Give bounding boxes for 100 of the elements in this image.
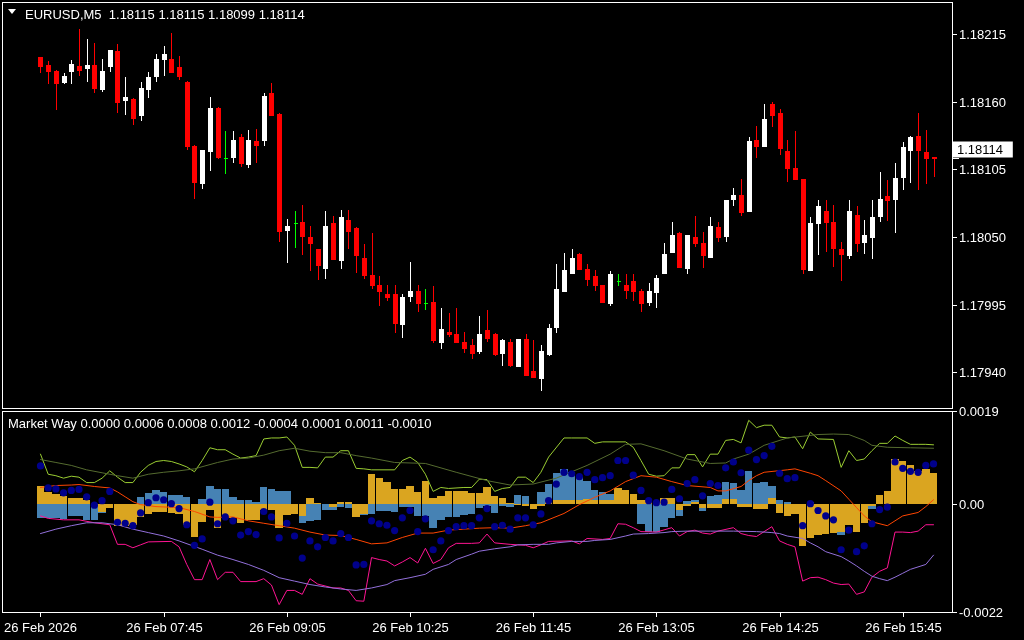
candlestick [339,209,344,270]
candlestick [169,32,174,74]
y-tick-label: 0.0019 [959,404,999,419]
candlestick [208,96,213,172]
candlestick [354,226,359,274]
candlestick [801,178,806,275]
x-tick-label: 26 Feb 13:05 [618,619,695,635]
candlestick [269,82,274,117]
candlestick [916,112,921,191]
candlestick [177,55,182,81]
candlestick [901,141,906,191]
candlestick [308,225,313,272]
candlestick [708,216,713,258]
candlestick [500,338,505,367]
candlestick [639,288,644,313]
candlestick [231,130,236,164]
candlestick [662,242,667,274]
candlestick [300,204,305,256]
candlestick [439,307,444,350]
candlestick [739,178,744,217]
candlestick [323,210,328,280]
bar [768,498,776,505]
candlestick [92,42,97,94]
text: 1.18114 [957,142,1004,157]
y-tick-label: 0.00 [959,497,985,512]
candlestick [593,269,598,292]
line-series [39,515,935,606]
candlestick [624,273,629,299]
line-series [39,433,935,486]
x-tick-label: 26 Feb 15:45 [865,619,942,635]
candlestick [524,333,529,376]
candlestick [115,43,120,114]
y-tick-label: 1.18160 [959,95,1006,110]
candlestick [223,130,228,175]
candlestick [85,38,90,83]
candlestick [470,338,475,360]
candlestick [547,323,552,357]
candlestick [824,199,829,253]
x-tick-label: 26 Feb 14:25 [742,619,819,635]
candlestick [108,49,113,73]
candlestick [77,28,82,77]
x-tick-label: 26 Feb 09:05 [249,619,326,635]
y-tick-label: 1.18215 [959,27,1006,42]
candlestick [654,274,659,309]
candlestick [277,112,282,243]
candlestick [62,72,67,85]
candlestick [839,241,844,282]
candlestick [239,133,244,168]
candlestick [855,205,860,253]
candlestick [146,71,151,99]
x-tick-label: 26 Feb 07:45 [126,619,203,635]
candlestick [246,129,251,169]
candlestick [631,273,636,302]
candlestick [462,331,467,354]
candlestick [847,199,852,260]
candlestick [431,285,436,344]
x-tick-label: 26 Feb 2026 [3,619,78,635]
candlestick [262,92,267,147]
candlestick [647,282,652,307]
chart-title: Market Way 0.0000 0.0006 0.0008 0.0012 -0.0004 0.0001 0.0011 -0.0010 [8,415,432,431]
candlestick [893,162,898,234]
candlestick [447,312,452,338]
candlestick [493,332,498,357]
candlestick [577,252,582,270]
candlestick [747,136,752,212]
candlestick [870,199,875,260]
candlestick [562,252,567,293]
candlestick [200,149,205,190]
candlestick [554,263,559,334]
x-tick-label: 26 Feb 10:25 [372,619,449,635]
candlestick [254,128,259,164]
candlestick [408,261,413,303]
candlestick [454,307,459,343]
candlestick [693,215,698,248]
candlestick [831,204,836,268]
candlestick [285,218,290,264]
candlestick [131,97,136,126]
candlestick [924,129,929,185]
candlestick [731,187,736,207]
candlestick [400,293,405,339]
candlestick [785,139,790,183]
candlestick [485,309,490,343]
y-tick-label: 1.17995 [959,298,1006,313]
candlestick [192,144,197,200]
candlestick [793,130,798,180]
candlestick [677,231,682,268]
y-tick-label: -0.0022 [959,605,1004,620]
candlestick [932,156,937,178]
candlestick [716,221,721,243]
candlestick [154,53,159,83]
y-tick-label: 1.17940 [959,365,1006,380]
candlestick [701,231,706,269]
line-series [39,468,935,545]
candlestick [608,270,613,307]
candlestick [570,248,575,275]
candlestick [185,80,190,151]
candlestick [762,103,767,148]
candlestick [46,60,51,85]
candlestick [139,81,144,122]
bar [329,504,337,507]
